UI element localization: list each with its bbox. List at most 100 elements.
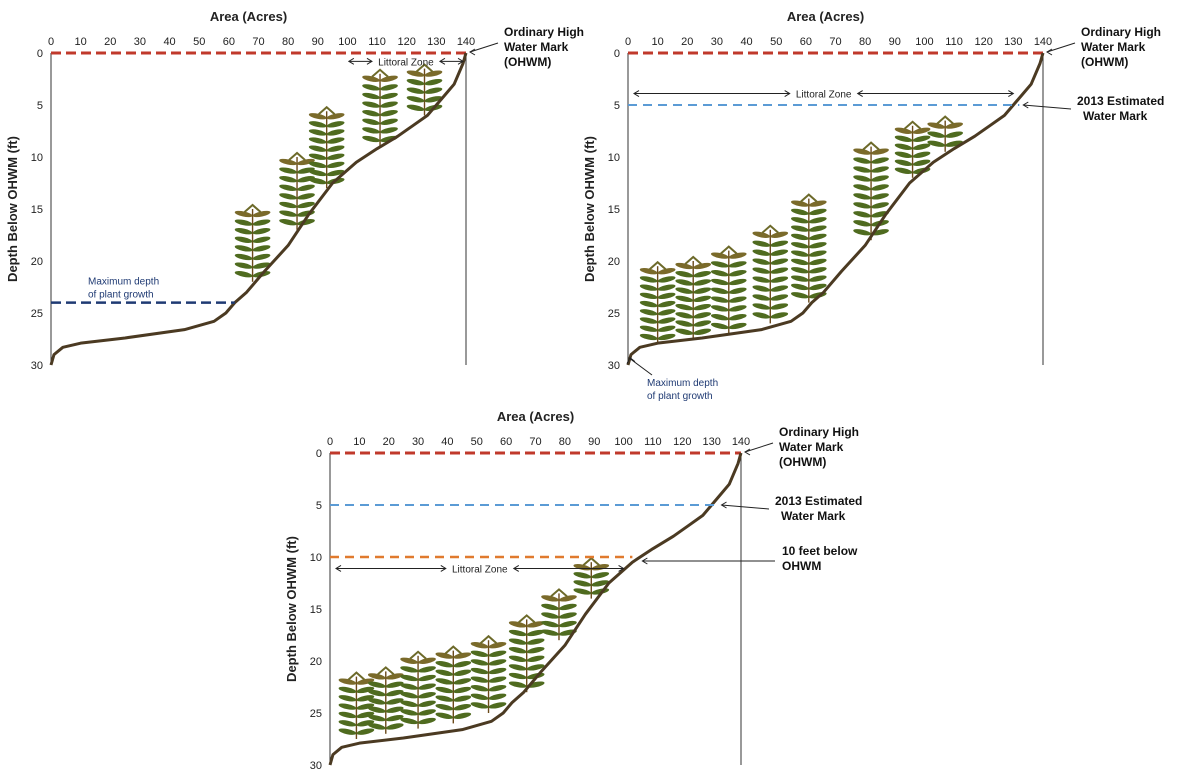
x-tick-label: 50 bbox=[471, 436, 483, 448]
plant-leaf bbox=[279, 201, 297, 209]
plant-leaf bbox=[912, 127, 931, 134]
ohwm-pointer bbox=[744, 442, 774, 453]
x-tick-label: 120 bbox=[673, 436, 691, 448]
plant-leaf bbox=[693, 262, 712, 270]
plant-leaf bbox=[728, 314, 747, 321]
plant-leaf bbox=[752, 312, 771, 319]
water-mark-pointer bbox=[721, 504, 770, 510]
plant-leaf bbox=[435, 661, 454, 668]
max-depth-label-line: Maximum depth bbox=[647, 378, 718, 389]
plant-leaf bbox=[308, 129, 327, 136]
ohwm-pointer-head bbox=[1046, 48, 1053, 56]
plant bbox=[367, 666, 404, 734]
plant-leaf bbox=[752, 258, 771, 265]
plant-leaf bbox=[770, 258, 789, 265]
plant-leaf bbox=[297, 176, 315, 183]
x-tick-label: 0 bbox=[327, 436, 333, 448]
plant-leaf bbox=[791, 267, 809, 274]
plant-leaf bbox=[809, 225, 827, 232]
y-tick-label: 10 bbox=[608, 152, 620, 164]
plant-leaf bbox=[326, 161, 345, 169]
plant-leaf bbox=[508, 647, 527, 654]
plant-leaf bbox=[470, 685, 489, 692]
littoral-arrow-left-head bbox=[347, 57, 355, 65]
plant-leaf bbox=[400, 717, 418, 725]
plant-leaf bbox=[675, 320, 694, 327]
plant-leaf bbox=[453, 695, 472, 702]
plant-leaf bbox=[508, 664, 527, 671]
plant-leaf bbox=[252, 253, 271, 261]
plant bbox=[639, 260, 676, 345]
plant-leaf bbox=[356, 678, 375, 685]
plant-leaf bbox=[675, 328, 694, 335]
plant-leaf bbox=[356, 728, 375, 735]
x-tick-label: 20 bbox=[383, 436, 395, 448]
water-mark-label-line: Water Mark bbox=[781, 509, 846, 523]
plant-leaf bbox=[400, 709, 418, 716]
plant-leaf bbox=[453, 652, 472, 659]
plant-leaf bbox=[675, 279, 694, 286]
x-tick-label: 40 bbox=[441, 436, 453, 448]
plant-leaf bbox=[367, 698, 386, 705]
y-tick-label: 20 bbox=[31, 256, 43, 268]
plant-leaf bbox=[728, 287, 747, 294]
plant-tip bbox=[288, 151, 306, 161]
plant-tip bbox=[800, 193, 818, 203]
plant-leaf bbox=[367, 673, 386, 680]
plant-leaf bbox=[488, 650, 507, 657]
plant-leaf bbox=[791, 283, 809, 291]
plant-leaf bbox=[508, 629, 527, 637]
plant-leaf bbox=[693, 279, 712, 286]
plant-leaf bbox=[710, 261, 729, 268]
x-tick-label: 130 bbox=[702, 436, 720, 448]
plant-tip bbox=[761, 224, 779, 234]
plant-leaf bbox=[488, 676, 507, 683]
max-depth-pointer-head bbox=[626, 356, 636, 364]
plant-leaf bbox=[424, 87, 443, 94]
y-axis-title: Depth Below OHWM (ft) bbox=[5, 136, 20, 282]
x-tick-label: 110 bbox=[368, 36, 386, 48]
plant-leaf bbox=[541, 603, 559, 611]
plant-leaf bbox=[362, 101, 380, 108]
plant-leaf bbox=[297, 158, 315, 166]
plant-leaf bbox=[418, 700, 436, 707]
ohwm-label-line: Water Mark bbox=[504, 40, 569, 54]
plant-leaf bbox=[541, 595, 559, 602]
plant-leaf bbox=[400, 692, 418, 699]
littoral-arrow-left-head bbox=[633, 90, 640, 97]
y-tick-label: 15 bbox=[310, 604, 322, 616]
plant-leaf bbox=[573, 572, 592, 579]
max-depth-label-line: of plant growth bbox=[88, 290, 154, 301]
plant-leaf bbox=[639, 268, 658, 275]
y-tick-label: 25 bbox=[310, 708, 322, 720]
x-axis-title: Area (Acres) bbox=[210, 9, 287, 24]
plant-leaf bbox=[770, 303, 789, 310]
plant-leaf bbox=[380, 118, 398, 125]
plant-leaf bbox=[418, 683, 436, 690]
plant-leaf bbox=[234, 219, 253, 226]
plant-leaf bbox=[853, 220, 871, 227]
plant-leaf bbox=[710, 296, 729, 303]
plant-leaf bbox=[234, 253, 253, 261]
plant-leaf bbox=[639, 300, 658, 308]
littoral-arrow-mid-head bbox=[784, 90, 791, 97]
plant-leaf bbox=[871, 193, 889, 200]
plant bbox=[791, 193, 827, 303]
plant-leaf bbox=[406, 104, 425, 111]
plant-leaf bbox=[728, 296, 747, 303]
littoral-arrow-right-head bbox=[457, 57, 465, 65]
plant-leaf bbox=[362, 127, 380, 134]
x-tick-label: 20 bbox=[681, 36, 693, 48]
plant-leaf bbox=[508, 638, 527, 645]
plant bbox=[853, 141, 889, 241]
plant-leaf bbox=[871, 175, 889, 182]
plant-leaf bbox=[639, 333, 658, 341]
plant-leaf bbox=[728, 322, 747, 330]
y-tick-label: 25 bbox=[31, 308, 43, 320]
ohwm-pointer bbox=[469, 42, 499, 53]
plant-leaf bbox=[356, 711, 375, 719]
plant-leaf bbox=[894, 127, 913, 134]
littoral-arrow-mid2-head bbox=[438, 57, 446, 65]
x-tick-label: 50 bbox=[193, 36, 205, 48]
plant-leaf bbox=[508, 681, 527, 688]
